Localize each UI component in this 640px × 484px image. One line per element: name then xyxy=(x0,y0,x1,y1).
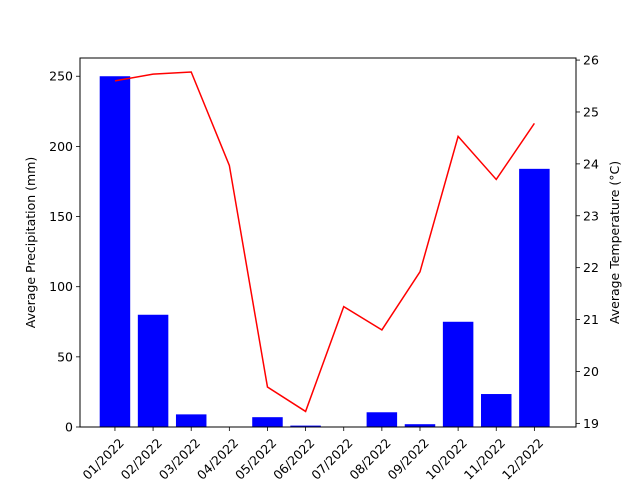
right-tick-label: 19 xyxy=(583,416,599,431)
precip-bar-6 xyxy=(290,425,321,427)
left-y-axis: 0 50 100 150 200 250 xyxy=(49,69,80,435)
precip-bar-9 xyxy=(404,424,436,427)
precip-bar-3 xyxy=(175,414,207,427)
right-tick-label: 20 xyxy=(583,364,599,379)
left-tick-label: 100 xyxy=(49,279,73,294)
left-tick-label: 0 xyxy=(65,420,73,435)
precip-bar-2 xyxy=(137,314,169,427)
temperature-line xyxy=(114,71,536,413)
right-tick-label: 26 xyxy=(583,53,599,68)
precip-bar-11 xyxy=(481,394,512,427)
right-tick-label: 21 xyxy=(583,312,599,327)
left-tick-label: 250 xyxy=(49,69,73,84)
right-tick-label: 22 xyxy=(583,260,599,275)
temperature-line-group xyxy=(114,71,536,413)
left-tick-label: 50 xyxy=(57,349,73,364)
right-y-axis: 19 20 21 22 23 24 25 26 xyxy=(576,53,599,431)
right-tick-label: 23 xyxy=(583,208,599,223)
precip-bar-12 xyxy=(519,168,550,427)
right-tick-label: 24 xyxy=(583,156,599,171)
x-tick-label: 12/2022 xyxy=(499,435,546,480)
precip-bar-5 xyxy=(252,417,283,427)
right-tick-label: 25 xyxy=(583,104,599,119)
plot-frame xyxy=(79,57,577,428)
precipitation-bars xyxy=(99,76,550,428)
precip-bar-10 xyxy=(442,321,474,427)
right-axis-label: Average Temperature (°C) xyxy=(607,161,622,324)
left-axis-label: Average Precipitation (mm) xyxy=(23,157,38,329)
left-tick-label: 150 xyxy=(49,209,73,224)
precip-bar-1 xyxy=(99,76,131,428)
precip-bar-8 xyxy=(366,412,398,427)
x-axis: 01/202202/202203/202204/202205/202206/20… xyxy=(80,427,546,483)
left-tick-label: 200 xyxy=(49,139,73,154)
